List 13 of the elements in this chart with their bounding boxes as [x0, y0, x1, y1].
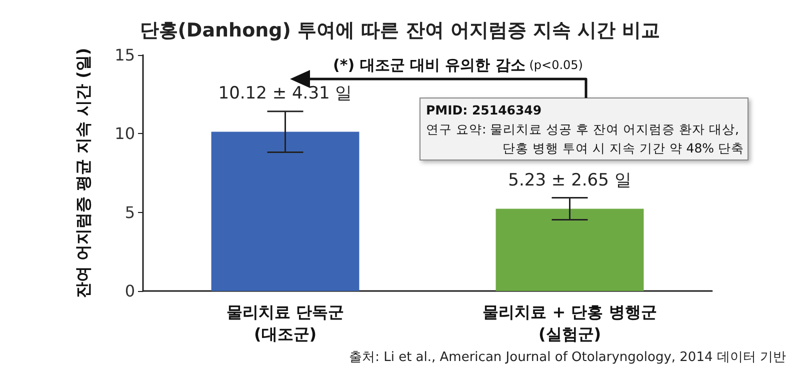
data-label: 10.12 ± 4.31 일: [218, 83, 352, 104]
y-tick-label: 15: [114, 46, 135, 64]
y-tick-label: 0: [124, 282, 135, 300]
data-label: 5.23 ± 2.65 일: [508, 170, 632, 190]
y-tick-label: 5: [124, 202, 135, 222]
x-tick-label: 물리치료 단독군 (대조군): [226, 302, 344, 344]
x-tick-label: 물리치료 + 단홍 병행군 (실험군): [482, 302, 657, 344]
annotation: (*) 대조군 대비 유의한 감소 (p<0.05): [332, 56, 584, 74]
y-tick-label: 10: [114, 124, 135, 144]
y-axis-title: 잔여 어지럼증 평균 지속 시간 (일): [74, 48, 92, 298]
annotation: PMID: 25146349 연구 요약: 물리치료 성공 후 잔여 어지럼증 환자 대상, 단홍 병행 투여 시 지속 기간 약 48% 단축: [426, 102, 744, 156]
chart-title: 단홍(Danhong) 투여에 따른 잔여 어지럼증 지속 시간 비교: [140, 20, 660, 42]
source-note: 출처: Li et al., American Journal of Otolaryngology, 2014 데이터 기반: [349, 350, 786, 365]
